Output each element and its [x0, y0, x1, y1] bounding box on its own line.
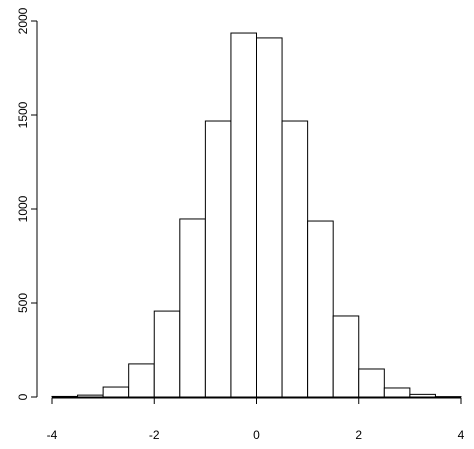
x-tick-label: 0 — [253, 428, 260, 442]
bar — [51, 395, 79, 398]
bar — [409, 393, 436, 398]
bar — [230, 32, 257, 398]
x-tick-label: 4 — [458, 428, 465, 442]
bar — [128, 363, 155, 398]
bar — [383, 387, 411, 398]
x-tick-label: 2 — [355, 428, 362, 442]
y-tick-label: 1500 — [16, 101, 30, 128]
bar — [204, 120, 232, 398]
bar — [77, 394, 104, 398]
y-tick-label: 2000 — [16, 7, 30, 34]
y-tick-label: 500 — [16, 293, 30, 313]
bar — [153, 310, 181, 398]
bar — [256, 37, 283, 398]
bar — [179, 218, 206, 398]
y-tick-label: 1000 — [16, 195, 30, 222]
x-tick-label: -2 — [149, 428, 160, 442]
bar — [332, 315, 360, 398]
bar — [358, 368, 385, 398]
bar — [281, 120, 309, 398]
bar — [307, 220, 334, 398]
x-tick-label: -4 — [47, 428, 58, 442]
y-tick-label: 0 — [16, 393, 30, 400]
bar — [102, 386, 130, 398]
